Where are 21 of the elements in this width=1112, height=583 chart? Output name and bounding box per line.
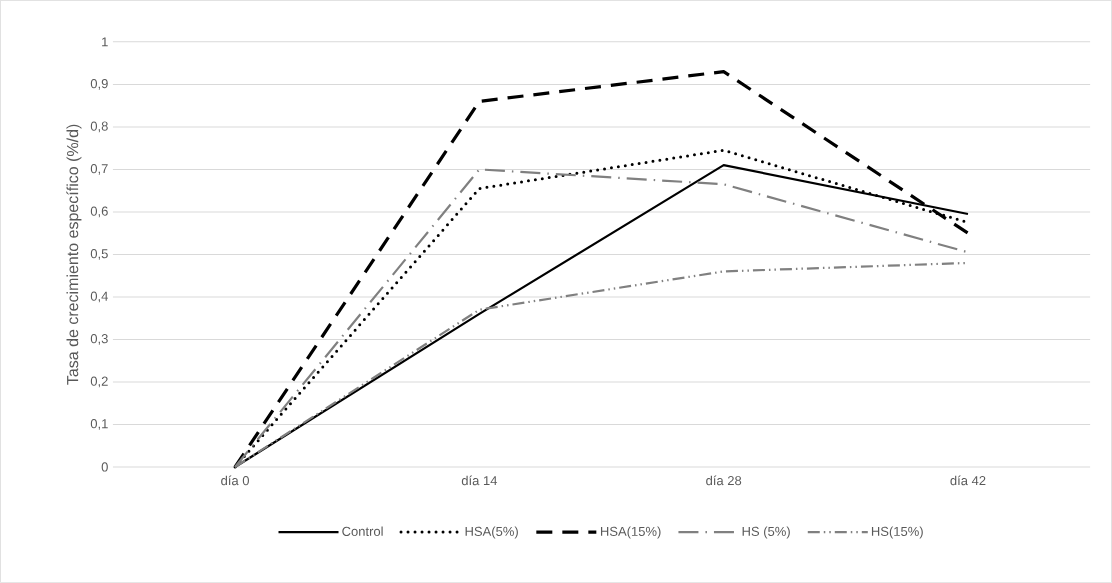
- y-tick-label: 0: [101, 462, 108, 472]
- y-axis-title: Tasa de crecimiento específico (%/d): [66, 124, 82, 385]
- legend-label: HS(15%): [871, 526, 923, 539]
- y-tick-label: 1: [102, 37, 108, 47]
- x-tick-label: día 14: [461, 475, 498, 486]
- y-tick-label: 0,4: [90, 291, 108, 303]
- x-tick-label: día 28: [706, 475, 742, 486]
- y-tick-label: 0,2: [90, 376, 108, 388]
- y-tick-label: 0,1: [90, 419, 108, 430]
- y-tick-label: 0,7: [90, 164, 108, 175]
- legend-label: HSA(5%): [465, 526, 518, 539]
- y-tick-label: 0,3: [90, 334, 108, 345]
- x-tick-label: día 42: [950, 475, 986, 486]
- y-tick-label: 0,5: [90, 249, 108, 260]
- legend-label: HSA(15%): [600, 526, 661, 539]
- y-tick-label: 0,8: [90, 121, 108, 133]
- y-tick-label: 0,9: [90, 79, 108, 90]
- legend-label: Control: [342, 526, 383, 537]
- x-tick-label: día 0: [221, 475, 249, 486]
- y-tick-label: 0,6: [90, 206, 108, 218]
- legend-label: HS (5%): [742, 526, 790, 539]
